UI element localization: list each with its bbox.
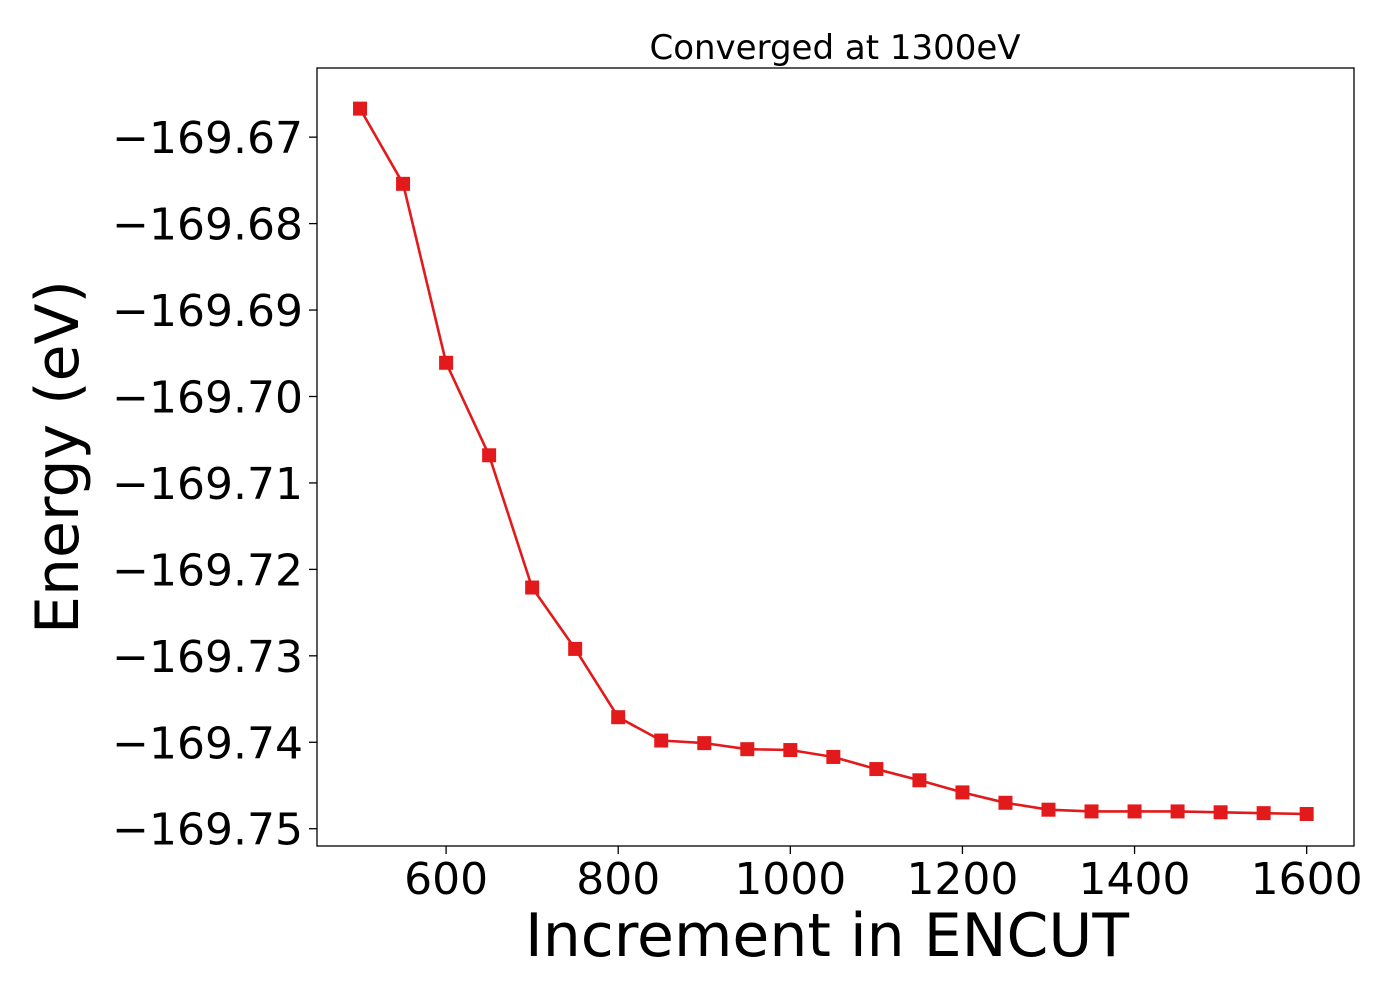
y-tick-label: −169.74 (112, 718, 303, 769)
data-point-marker (869, 762, 884, 777)
y-tick-label: −169.69 (112, 286, 303, 337)
data-point-marker (1041, 802, 1056, 817)
x-tick-label: 600 (404, 854, 488, 905)
data-point-marker (1084, 804, 1099, 819)
x-tick-label: 800 (576, 854, 660, 905)
series-layer (353, 101, 1314, 822)
data-point-marker (1299, 807, 1314, 822)
plot-area-frame (316, 67, 1355, 847)
data-point-marker (568, 641, 583, 656)
data-point-marker (1213, 805, 1228, 820)
data-point-marker (1256, 806, 1271, 821)
data-point-marker (353, 101, 368, 116)
y-tick-label: −169.67 (112, 113, 303, 164)
x-axis-label: Increment in ENCUT (525, 901, 1129, 971)
x-tick-label: 1400 (1079, 854, 1191, 905)
data-point-marker (396, 176, 411, 191)
data-point-marker (439, 355, 454, 370)
x-tick-label: 1600 (1251, 854, 1363, 905)
data-point-marker (654, 733, 669, 748)
x-tick-label: 1000 (734, 854, 846, 905)
y-axis-label: Energy (eV) (23, 280, 93, 634)
y-tick-label: −169.73 (112, 632, 303, 683)
y-tick-label: −169.68 (112, 200, 303, 251)
data-point-marker (912, 773, 927, 788)
data-point-marker (740, 742, 755, 757)
y-tick-label: −169.70 (112, 372, 303, 423)
data-point-marker (783, 743, 798, 758)
x-axis: 600 800 1000 1200 1400 1600 (404, 846, 1363, 905)
x-tick-label: 1200 (906, 854, 1018, 905)
y-axis: −169.67 −169.68 −169.69 −169.70 −169.71 −169.… (112, 113, 317, 856)
series-line (358, 107, 1307, 816)
chart-title: Converged at 1300eV (649, 28, 1020, 68)
data-point-marker (482, 448, 497, 463)
y-tick-label: −169.75 (112, 805, 303, 856)
y-tick-label: −169.71 (112, 459, 303, 510)
data-point-marker (611, 710, 626, 725)
data-point-marker (955, 785, 970, 800)
data-point-marker (697, 736, 712, 751)
y-tick-label: −169.72 (112, 545, 303, 596)
data-point-marker (826, 749, 841, 764)
data-point-marker (1170, 804, 1185, 819)
data-point-marker (998, 795, 1013, 810)
data-point-marker (525, 580, 540, 595)
data-point-marker (1127, 804, 1142, 819)
